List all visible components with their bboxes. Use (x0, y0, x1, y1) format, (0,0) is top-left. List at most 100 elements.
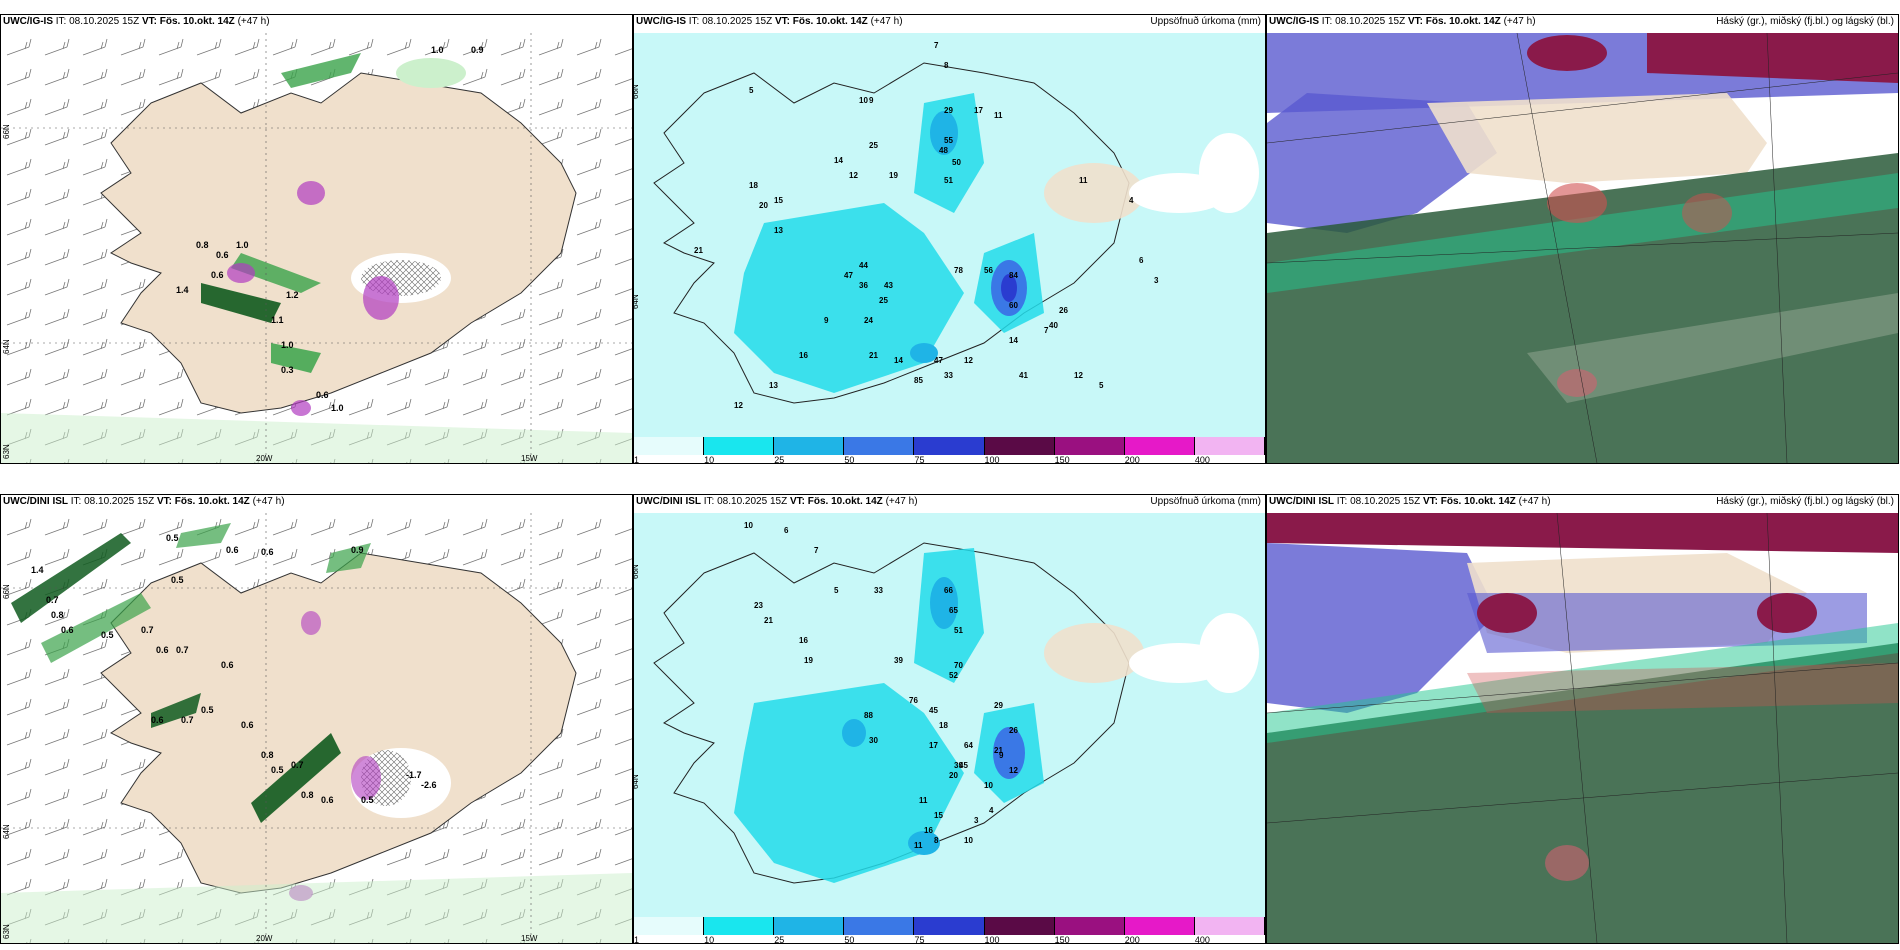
lat-label: 64N (2, 824, 11, 839)
value-label: 13 (774, 226, 783, 235)
high-cloud (1682, 193, 1732, 233)
value-label: 76 (909, 696, 918, 705)
value-label: 64 (964, 741, 973, 750)
rain-blue (930, 577, 958, 629)
value-label: 51 (954, 626, 963, 635)
map-area[interactable] (1267, 33, 1898, 463)
precip-band (281, 53, 361, 88)
panel-subtitle: Uppsöfnuð úrkoma (mm) (1150, 496, 1261, 507)
colorbar-tick: 200 (1124, 455, 1140, 464)
colorbar-cell (774, 917, 845, 935)
high-cloud (1527, 35, 1607, 71)
rain-blue (842, 719, 866, 747)
precip-light (1, 873, 632, 943)
value-label: 84 (1009, 271, 1018, 280)
map-area[interactable] (1267, 513, 1898, 943)
value-label: 0.6 (226, 545, 239, 555)
lat-label: 63N (2, 444, 11, 459)
value-label: 1.0 (331, 403, 344, 413)
value-label: 6 (1139, 256, 1144, 265)
precip-band (151, 693, 201, 728)
panel-title: UWC/DINI ISL IT: 08.10.2025 15Z VT: Fös.… (1269, 496, 1551, 507)
map-area[interactable]: 66N 64N 63N 20W 15W 0.5 0.6 0.6 0.9 0.5 1.4 0.… (1, 513, 632, 943)
value-label: 10 (859, 96, 868, 105)
value-label: 39 (954, 761, 963, 770)
panel-dini-clouds: UWC/DINI ISL IT: 08.10.2025 15Z VT: Fös.… (1266, 494, 1899, 944)
rain-blue (908, 831, 940, 855)
value-label: 21 (764, 616, 773, 625)
value-label: 3 (1154, 276, 1159, 285)
map-area[interactable]: 66N 64N 63N 20W 15W 1.0 0.9 0.8 0.6 0.6 1.0 1.… (1, 33, 632, 463)
panel-igis-precip-wind: UWC/IG-IS IT: 08.10.2025 15Z VT: Fös. 10… (0, 14, 633, 464)
iceland-outline (653, 62, 1130, 404)
value-label: 55 (944, 136, 953, 145)
value-label: 0.9 (471, 45, 484, 55)
colorbar-tick: 100 (984, 935, 1000, 944)
value-label: 36 (859, 281, 868, 290)
rain-cyan (734, 683, 964, 883)
colorbar: 1 10 25 50 75 100 150 200 400 (634, 917, 1265, 943)
value-label: 7 (1044, 326, 1049, 335)
value-label: 14 (1009, 336, 1018, 345)
value-label: 23 (754, 601, 763, 610)
value-label: 0.6 (151, 715, 164, 725)
value-label: 10 (984, 781, 993, 790)
value-label: 9 (999, 751, 1004, 760)
value-label: 41 (1019, 371, 1028, 380)
value-label: 20 (949, 771, 958, 780)
value-label: 1.4 (176, 285, 189, 295)
colorbar-cell (844, 437, 915, 455)
high-cloud (1477, 593, 1537, 633)
rain-blue (910, 343, 938, 363)
value-label: 0.5 (361, 795, 374, 805)
low-cloud (1267, 153, 1898, 463)
precip-band (201, 283, 281, 323)
value-label: 1.0 (281, 340, 294, 350)
lon-label: 15W (521, 934, 538, 943)
value-label: -1.7 (406, 770, 422, 780)
value-label: 11 (914, 841, 923, 850)
value-label: 16 (924, 826, 933, 835)
value-label: 17 (929, 741, 938, 750)
value-label: 11 (919, 796, 928, 805)
map-area[interactable]: 66N 64N 10 6 7 5 66 65 51 33 23 21 16 19 39 70 52 76 45 2… (634, 513, 1265, 917)
panel-title: UWC/IG-IS IT: 08.10.2025 15Z VT: Fös. 10… (636, 16, 903, 27)
value-label: 17 (974, 106, 983, 115)
value-label: 5 (749, 86, 754, 95)
colorbar-cell (704, 917, 775, 935)
value-label: 56 (984, 266, 993, 275)
value-label: 52 (949, 671, 958, 680)
lat-label: 66N (2, 124, 11, 139)
panel-title: UWC/DINI ISL IT: 08.10.2025 15Z VT: Fös.… (636, 496, 918, 507)
value-label: 0.7 (176, 645, 189, 655)
low-cloud-band (1267, 173, 1898, 293)
value-label: 0.3 (281, 365, 294, 375)
value-label: 29 (944, 106, 953, 115)
value-label: 0.6 (261, 547, 274, 557)
high-cloud (1757, 593, 1817, 633)
value-label: 65 (949, 606, 958, 615)
rain-cyan (734, 203, 964, 393)
value-label: 0.6 (156, 645, 169, 655)
rain-dark-blue (1001, 274, 1017, 302)
mid-cloud (1267, 93, 1497, 233)
precip-value-labels: 0.50.6 0.6 0.90.51.40.70.80.6 0.5 0.70.6 0.70… (31, 533, 437, 805)
land (1427, 93, 1767, 183)
land-dry (1044, 623, 1144, 683)
value-label: 7 (934, 41, 939, 50)
colorbar-cell (1054, 917, 1125, 935)
value-label: 78 (954, 266, 963, 275)
value-label: 1.1 (271, 315, 284, 325)
precip-band (176, 523, 231, 548)
panel-subtitle: Háský (gr.), miðský (fj.bl.) og lágský (… (1716, 496, 1894, 507)
colorbar-tick: 75 (914, 935, 925, 944)
map-area[interactable]: 66N 64N 7 8 10 5 9 29 55 48 50 51 17 11 25 19 14 12 18 15… (634, 33, 1265, 437)
colorbar-cell (1194, 917, 1265, 935)
colorbar-tick: 100 (984, 455, 1000, 464)
panel-subtitle: Háský (gr.), miðský (fj.bl.) og lágský (… (1716, 16, 1894, 27)
colorbar-cell (914, 917, 985, 935)
value-label: 0.8 (261, 750, 274, 760)
value-label: 0.5 (201, 705, 214, 715)
lat-label: 64N (634, 774, 640, 789)
